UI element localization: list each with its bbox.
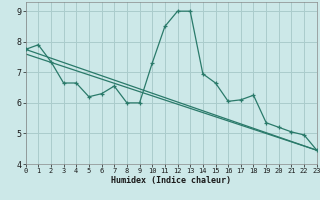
X-axis label: Humidex (Indice chaleur): Humidex (Indice chaleur) xyxy=(111,176,231,185)
